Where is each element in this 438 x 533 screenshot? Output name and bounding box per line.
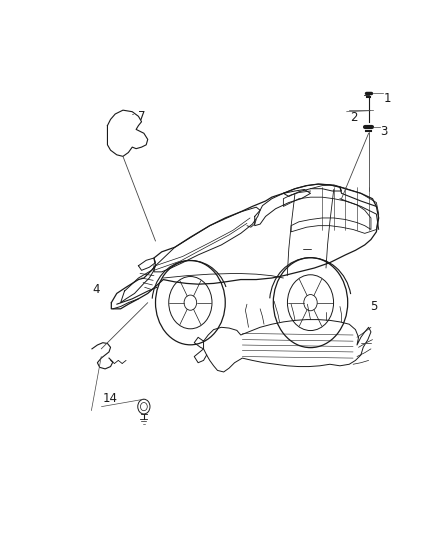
Text: 5: 5 [371,300,378,312]
Text: 7: 7 [138,110,145,123]
Text: 1: 1 [384,92,392,106]
Text: 14: 14 [102,392,117,405]
Text: 2: 2 [350,111,357,124]
Text: 4: 4 [92,283,99,296]
Text: 3: 3 [381,125,388,138]
